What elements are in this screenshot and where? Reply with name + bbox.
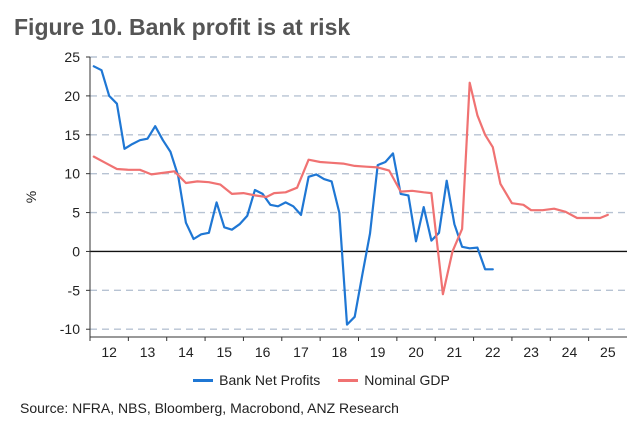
- y-tick-label: 5: [72, 205, 80, 221]
- y-tick-label: 20: [64, 88, 80, 104]
- x-tick-label: 20: [408, 344, 424, 360]
- x-tick-label: 14: [178, 344, 194, 360]
- x-tick-label: 15: [216, 344, 232, 360]
- x-tick-labels: 12 13 14 15 16 17 18 19 20 21 22 23 24 25: [101, 344, 615, 360]
- legend-swatch-blue: [193, 378, 214, 382]
- x-tick-label: 23: [523, 344, 539, 360]
- legend-item-bank-net-profits: Bank Net Profits: [193, 372, 320, 388]
- x-tick-label: 12: [101, 344, 117, 360]
- series-lines: [92, 65, 609, 326]
- x-tick-label: 24: [562, 344, 578, 360]
- x-tick-label: 22: [485, 344, 501, 360]
- y-tick-label: -10: [60, 321, 80, 337]
- y-tick-label: 0: [72, 243, 80, 259]
- y-axis-label: %: [23, 191, 39, 203]
- source-note: Source: NFRA, NBS, Bloomberg, Macrobond,…: [20, 400, 399, 416]
- x-tick-label: 13: [140, 344, 156, 360]
- y-tick-label: 10: [64, 166, 80, 182]
- axes: [86, 56, 627, 341]
- y-tick-labels: 25 20 15 10 5 0 -5 -10: [60, 49, 80, 337]
- y-tick-label: -5: [68, 282, 81, 298]
- legend-label: Nominal GDP: [364, 372, 450, 388]
- x-tick-label: 18: [332, 344, 348, 360]
- x-tick-label: 21: [447, 344, 463, 360]
- y-tick-label: 25: [64, 49, 80, 65]
- legend-swatch-red: [338, 378, 359, 382]
- x-tick-label: 17: [293, 344, 309, 360]
- page-title: Figure 10. Bank profit is at risk: [14, 14, 351, 40]
- legend: Bank Net Profits Nominal GDP: [0, 372, 643, 388]
- x-tick-label: 16: [255, 344, 271, 360]
- series-line-bank-net-profits: [92, 65, 494, 326]
- x-tick-label: 25: [600, 344, 616, 360]
- legend-item-nominal-gdp: Nominal GDP: [338, 372, 450, 388]
- series-line-nominal-gdp: [92, 81, 609, 296]
- grid-lines: [90, 56, 627, 330]
- legend-label: Bank Net Profits: [219, 372, 321, 388]
- x-tick-label: 19: [370, 344, 386, 360]
- y-tick-label: 15: [64, 127, 80, 143]
